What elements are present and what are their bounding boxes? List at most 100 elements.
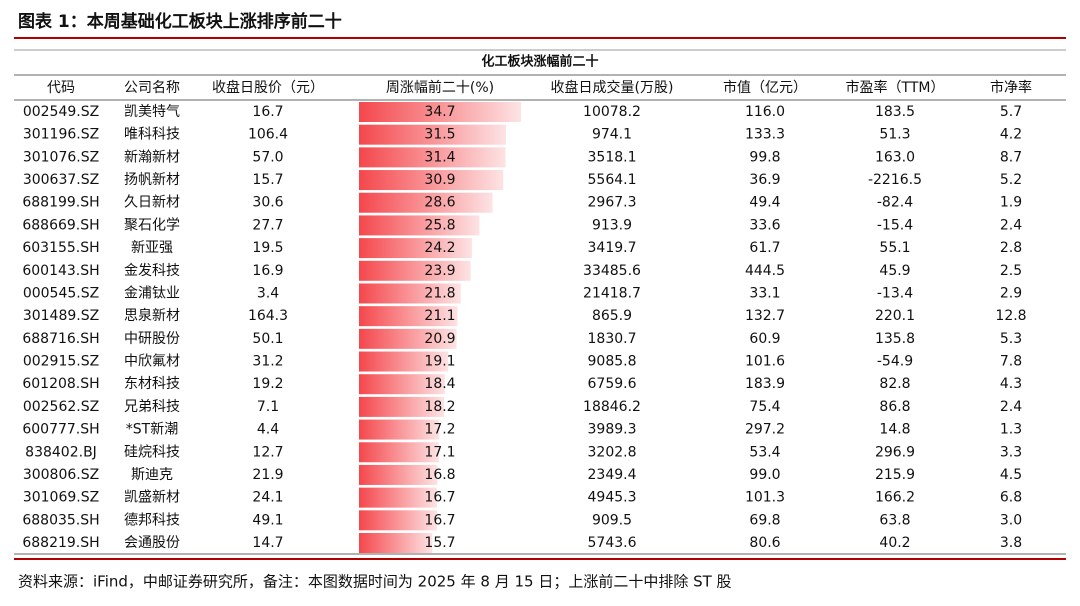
data-bar bbox=[359, 487, 437, 508]
column-header: 公司名称 bbox=[124, 80, 180, 96]
cell: 16.7 bbox=[424, 490, 455, 506]
cell: 220.1 bbox=[875, 308, 915, 324]
cell: *ST新潮 bbox=[126, 422, 178, 438]
data-bar bbox=[359, 396, 444, 417]
cell: 14.8 bbox=[879, 422, 910, 438]
cell: 9085.8 bbox=[588, 354, 637, 370]
cell: 聚石化学 bbox=[124, 217, 180, 233]
cell: 3.4 bbox=[257, 285, 279, 301]
cell: 金发科技 bbox=[124, 263, 180, 279]
cell: 1830.7 bbox=[588, 331, 637, 347]
cell: 63.8 bbox=[879, 512, 910, 528]
cell: 2.9 bbox=[1000, 285, 1022, 301]
cell: 31.5 bbox=[424, 127, 455, 143]
cell: 东材科技 bbox=[124, 376, 180, 392]
cell: 688669.SH bbox=[22, 217, 99, 233]
cell: 6.8 bbox=[1000, 490, 1022, 506]
cell: 99.0 bbox=[749, 467, 780, 483]
data-bar bbox=[359, 170, 504, 191]
cell: 300806.SZ bbox=[23, 467, 99, 483]
column-header: 代码 bbox=[47, 80, 75, 96]
data-bar bbox=[359, 238, 472, 259]
cell: 688035.SH bbox=[22, 512, 99, 528]
column-header: 市净率 bbox=[990, 79, 1032, 96]
cell: 5.2 bbox=[1000, 172, 1022, 188]
cell: 15.7 bbox=[424, 535, 455, 551]
data-bar bbox=[359, 124, 507, 145]
cell: 14.7 bbox=[252, 535, 283, 551]
data-bar bbox=[359, 533, 433, 553]
cell: 45.9 bbox=[879, 263, 910, 279]
cell: -13.4 bbox=[877, 285, 913, 301]
cell: 000545.SZ bbox=[23, 285, 99, 301]
data-bar bbox=[359, 419, 440, 440]
cell: 50.1 bbox=[252, 331, 283, 347]
cell: 3.3 bbox=[1000, 444, 1022, 460]
data-bar bbox=[359, 510, 437, 531]
cell: 4.5 bbox=[1000, 467, 1022, 483]
data-bar bbox=[359, 442, 439, 463]
cell: 7.8 bbox=[1000, 354, 1022, 370]
column-header: 市值（亿元） bbox=[723, 79, 807, 96]
cell: 31.2 bbox=[252, 354, 283, 370]
cell: 17.2 bbox=[424, 422, 455, 438]
cell: 60.9 bbox=[749, 331, 780, 347]
cell: 49.1 bbox=[252, 512, 283, 528]
cell: 688716.SH bbox=[22, 331, 99, 347]
cell: 25.8 bbox=[424, 217, 455, 233]
cell: 61.7 bbox=[749, 240, 780, 256]
cell: 444.5 bbox=[745, 263, 785, 279]
cell: 974.1 bbox=[592, 127, 632, 143]
cell: -15.4 bbox=[877, 217, 913, 233]
cell: 2967.3 bbox=[588, 195, 637, 211]
cell: 40.2 bbox=[879, 535, 910, 551]
data-bar bbox=[359, 260, 471, 281]
cell: 硅烷科技 bbox=[124, 444, 180, 460]
cell: -2216.5 bbox=[868, 172, 922, 188]
data-bar bbox=[359, 351, 449, 372]
cell: 18.4 bbox=[424, 376, 455, 392]
cell: 101.3 bbox=[745, 490, 785, 506]
cell: 17.1 bbox=[424, 444, 455, 460]
cell: 2.5 bbox=[1000, 263, 1022, 279]
column-header: 收盘日股价（元） bbox=[212, 79, 324, 96]
cell: 18846.2 bbox=[583, 399, 641, 415]
cell: 3.8 bbox=[1000, 535, 1022, 551]
cell: 002915.SZ bbox=[23, 354, 99, 370]
cell: 4.3 bbox=[1000, 376, 1022, 392]
cell: 21.1 bbox=[424, 308, 455, 324]
cell: 10078.2 bbox=[583, 104, 641, 120]
cell: 163.0 bbox=[875, 149, 915, 165]
cell: 21.9 bbox=[252, 467, 283, 483]
cell: -82.4 bbox=[877, 195, 913, 211]
cell: 183.5 bbox=[875, 104, 915, 120]
cell: 215.9 bbox=[875, 467, 915, 483]
cell: 21.8 bbox=[424, 285, 455, 301]
title: 图表 1：本周基础化工板块上涨排序前二十 bbox=[18, 11, 342, 32]
cell: 5743.6 bbox=[588, 535, 637, 551]
cell: 101.6 bbox=[745, 354, 785, 370]
cell: 4945.3 bbox=[588, 490, 637, 506]
cell: 865.9 bbox=[592, 308, 632, 324]
data-bar bbox=[359, 306, 458, 327]
cell: 24.1 bbox=[252, 490, 283, 506]
cell: 12.7 bbox=[252, 444, 283, 460]
cell: 20.9 bbox=[424, 331, 455, 347]
cell: 16.8 bbox=[424, 467, 455, 483]
cell: 80.6 bbox=[749, 535, 780, 551]
cell: 002549.SZ bbox=[23, 104, 99, 120]
cell: 凯美特气 bbox=[124, 104, 180, 120]
cell: 33485.6 bbox=[583, 263, 641, 279]
cell: 600143.SH bbox=[22, 263, 99, 279]
cell: -54.9 bbox=[877, 354, 913, 370]
cell: 300637.SZ bbox=[23, 172, 99, 188]
cell: 斯迪克 bbox=[131, 467, 173, 483]
footer: 资料来源：iFind，中邮证券研究所，备注：本图数据时间为 2025 年 8 月… bbox=[18, 573, 732, 591]
caption: 化工板块涨幅前二十 bbox=[481, 54, 598, 70]
column-header: 市盈率（TTM） bbox=[846, 79, 945, 96]
table: 代码 公司名称 收盘日股价（元） 周涨幅前二十(%) 收盘日成交量(万股) 市值（亿元） 市… bbox=[22, 79, 1032, 553]
cell: 1.9 bbox=[1000, 195, 1022, 211]
cell: 19.2 bbox=[252, 376, 283, 392]
data-bar bbox=[359, 102, 521, 122]
cell: 601208.SH bbox=[22, 376, 99, 392]
